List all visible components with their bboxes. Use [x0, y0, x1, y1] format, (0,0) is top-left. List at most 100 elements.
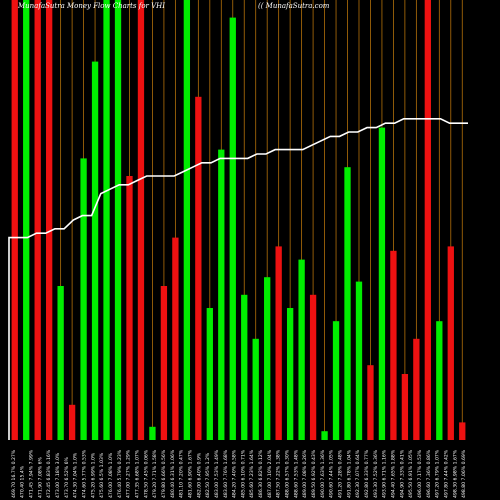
x-tick-label: 487.50 7.22% 1.38% — [276, 449, 282, 498]
bar-up — [114, 0, 122, 440]
bar-up — [286, 308, 294, 440]
x-tick-label: 474.30 7.04% 1.0% — [73, 452, 79, 498]
x-tick-label: 471.90 7.08% 6% — [37, 456, 43, 498]
bar-up — [57, 286, 64, 440]
bar-up — [23, 0, 30, 440]
x-tick-label: 483.00 7.53% 1.49% — [214, 449, 220, 498]
trend-line — [8, 118, 468, 440]
header-left-text: MunafaSutra Money Flow Charts for VHI — [17, 2, 165, 10]
x-axis-labels: 469.70 16.7% 0.27% 470.40 15.4% 471.45 7.9… — [11, 449, 467, 498]
x-tick-label: 496.60 7.36% 0.86% — [426, 449, 432, 498]
x-tick-label: 492.80 6.33% 0.77% — [364, 449, 370, 498]
x-tick-label: 477.00 7.27% 1.29% — [126, 449, 132, 498]
trend-line-group — [8, 118, 468, 440]
x-tick-label: 473.70 6.52% 6% — [64, 456, 70, 498]
bar-down — [459, 422, 466, 440]
bar-up — [183, 0, 191, 440]
x-tick-label: 481.10 7.20% 0.47% — [179, 449, 185, 498]
x-tick-label: 479.80 6.66% 0.56% — [161, 449, 167, 498]
x-tick-label: 492.30 7.07% 0.64% — [355, 449, 361, 498]
bar-up — [378, 127, 386, 440]
x-tick-label: 484.20 7.40% 0.58% — [232, 449, 238, 498]
x-tick-label: 487.00 7.10% 2.04% — [267, 449, 273, 498]
money-flow-bars — [11, 0, 466, 441]
x-tick-label: 469.70 16.7% 0.27% — [11, 449, 17, 498]
x-tick-label: 475.60 6.5% 1.03% — [99, 452, 105, 498]
x-tick-label: 491.20 7.28% 0.48% — [338, 449, 344, 498]
bar-down — [447, 246, 454, 440]
bar-down — [68, 404, 76, 440]
x-tick-label: 481.60 6.90% 1.67% — [187, 449, 193, 498]
bar-up — [218, 149, 225, 440]
x-tick-label: 488.60 7.53% 1.48% — [293, 449, 299, 498]
x-tick-label: 494.90 7.33% 0.41% — [399, 449, 405, 498]
bar-up — [355, 281, 363, 440]
x-tick-label: 496.00 7.17% 0.53% — [417, 449, 423, 498]
x-tick-label: 483.60 7.76% 1.68% — [223, 449, 229, 498]
x-tick-label: 488.00 6.57% 0.30% — [285, 449, 291, 498]
x-tick-label: 486.30 6.82% 0.12% — [258, 449, 264, 498]
bar-up — [436, 321, 443, 440]
bar-up — [149, 426, 156, 440]
header-right-text: (( MunafaSutra.com — [258, 2, 330, 10]
x-tick-label: 497.80 7.44% 0.42% — [443, 449, 449, 498]
x-tick-label: 490.60 7.44% 1.05% — [329, 449, 335, 498]
x-tick-label: 482.50 7.95% 1.2% — [205, 452, 211, 498]
x-tick-label: 477.35 6.68% 1.07% — [134, 449, 140, 498]
bar-down — [309, 294, 317, 440]
bar-up — [206, 308, 213, 440]
bar-up — [252, 338, 259, 440]
bar-up — [241, 294, 248, 440]
bar-up — [321, 431, 328, 440]
x-tick-label: 485.00 6.10% 0.71% — [240, 449, 246, 498]
x-tick-label: 476.40 5.79% 0.23% — [117, 449, 123, 498]
bar-down — [413, 338, 420, 440]
x-tick-label: 498.80 7.06% 0.69% — [461, 449, 467, 498]
x-tick-label: 475.20 6.99% 1.0% — [90, 452, 96, 498]
bar-down — [11, 0, 18, 440]
bar-up — [344, 167, 351, 440]
x-tick-label: 489.00 7.08% 0.26% — [302, 449, 308, 498]
x-tick-label: 474.60 5.77% 0.53% — [82, 449, 88, 498]
bar-up — [80, 158, 87, 440]
x-tick-label: 495.50 6.91% 1.05% — [408, 449, 414, 498]
x-tick-label: 482.00 6.40% 0.9% — [196, 452, 202, 498]
bar-down — [172, 237, 179, 440]
x-tick-label: 472.45 6.83% 0.16% — [46, 449, 52, 498]
x-tick-label: 491.80 6.78% 1.04% — [346, 449, 352, 498]
bar-down — [390, 250, 397, 440]
bar-up — [229, 17, 236, 440]
bar-down — [367, 365, 374, 440]
bar-up — [298, 259, 305, 440]
x-tick-label: 470.40 15.4% — [20, 465, 26, 498]
bar-up — [332, 321, 340, 440]
x-tick-label: 493.30 7.52% 0.36% — [373, 449, 379, 498]
x-tick-label: 489.50 6.92% 0.43% — [311, 449, 317, 498]
bar-down — [195, 96, 202, 441]
bar-up — [103, 0, 110, 440]
x-tick-label: 471.45 7.94% 7.99% — [29, 449, 35, 498]
x-tick-label: 493.90 6.71% 1.16% — [382, 449, 388, 498]
bar-down — [275, 246, 282, 440]
x-tick-label: 476.00 7.08% 1.0% — [108, 452, 114, 498]
bar-down — [46, 0, 53, 440]
x-tick-label: 478.50 7.45% 0.06% — [143, 449, 149, 498]
x-tick-label: 497.20 6.79% 1.07% — [435, 449, 441, 498]
bar-down — [34, 0, 41, 440]
x-tick-label: 479.20 7.71% 1.58% — [152, 449, 158, 498]
x-tick-label: 494.40 7.65% 1.88% — [390, 449, 396, 498]
bar-down — [126, 176, 133, 440]
x-tick-label: 490.00 7.63% 1.36% — [320, 449, 326, 498]
bar-down — [424, 0, 431, 440]
bar-down — [137, 0, 145, 440]
bar-up — [264, 277, 271, 440]
bar-down — [401, 374, 409, 440]
x-tick-label: 473.00 7.18% 3.0% — [55, 452, 61, 498]
x-tick-label: 480.40 6.31% 1.06% — [170, 449, 176, 498]
x-tick-label: 485.60 7.23% 1.64% — [249, 449, 255, 498]
bar-down — [160, 286, 168, 440]
x-tick-label: 498.30 6.98% 1.67% — [452, 449, 458, 498]
bar-up — [91, 61, 99, 440]
